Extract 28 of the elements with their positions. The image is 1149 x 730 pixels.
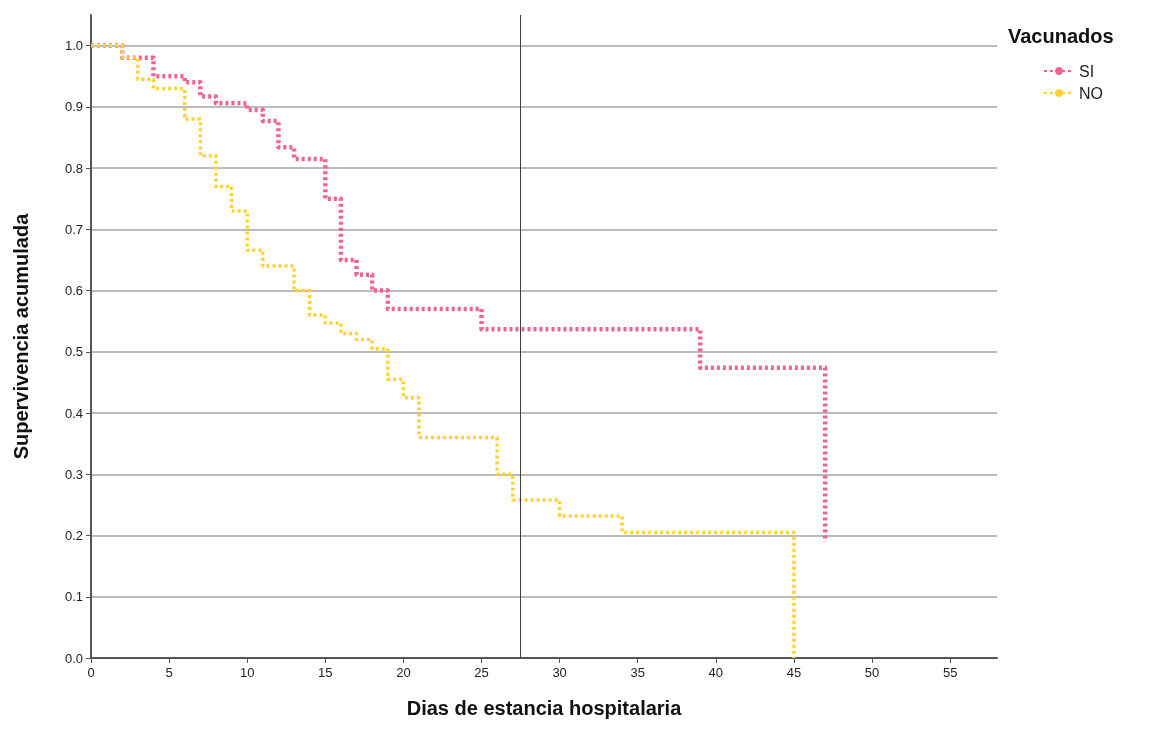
x-tick-label: 35 bbox=[630, 665, 645, 680]
x-tick-label: 55 bbox=[942, 665, 958, 680]
x-tick-label: 30 bbox=[552, 665, 567, 680]
x-tick-label: 15 bbox=[318, 665, 333, 680]
y-tick-label: 0.1 bbox=[64, 589, 83, 605]
legend-title: Vacunados bbox=[1008, 25, 1114, 47]
x-tick-label: 50 bbox=[864, 665, 880, 680]
x-tick-label: 40 bbox=[708, 665, 724, 680]
y-tick-label: 0.5 bbox=[64, 344, 83, 360]
x-tick-label: 10 bbox=[239, 665, 255, 680]
x-tick-label: 0 bbox=[87, 665, 95, 680]
y-tick-label: 0.6 bbox=[64, 283, 83, 299]
y-tick-label: 0.3 bbox=[64, 466, 83, 482]
y-tick-label: 0.8 bbox=[64, 160, 83, 176]
x-tick-label: 20 bbox=[396, 665, 411, 680]
legend-label: SI bbox=[1079, 62, 1095, 80]
y-tick-label: 0.9 bbox=[64, 99, 83, 115]
y-tick-label: 0.7 bbox=[64, 221, 83, 237]
y-tick-label: 1.0 bbox=[64, 38, 83, 54]
x-tick-label: 25 bbox=[474, 665, 489, 680]
y-tick-label: 0.2 bbox=[64, 528, 83, 544]
y-tick-label: 0.4 bbox=[64, 405, 83, 421]
x-tick-label: 5 bbox=[165, 665, 173, 680]
y-tick-label: 0.0 bbox=[64, 650, 83, 666]
y-axis-title: Supervivencia acumulada bbox=[10, 212, 32, 460]
legend-label: NO bbox=[1079, 84, 1103, 102]
x-tick-label: 45 bbox=[786, 665, 802, 680]
x-axis-title: Dias de estancia hospitalaria bbox=[406, 697, 683, 719]
